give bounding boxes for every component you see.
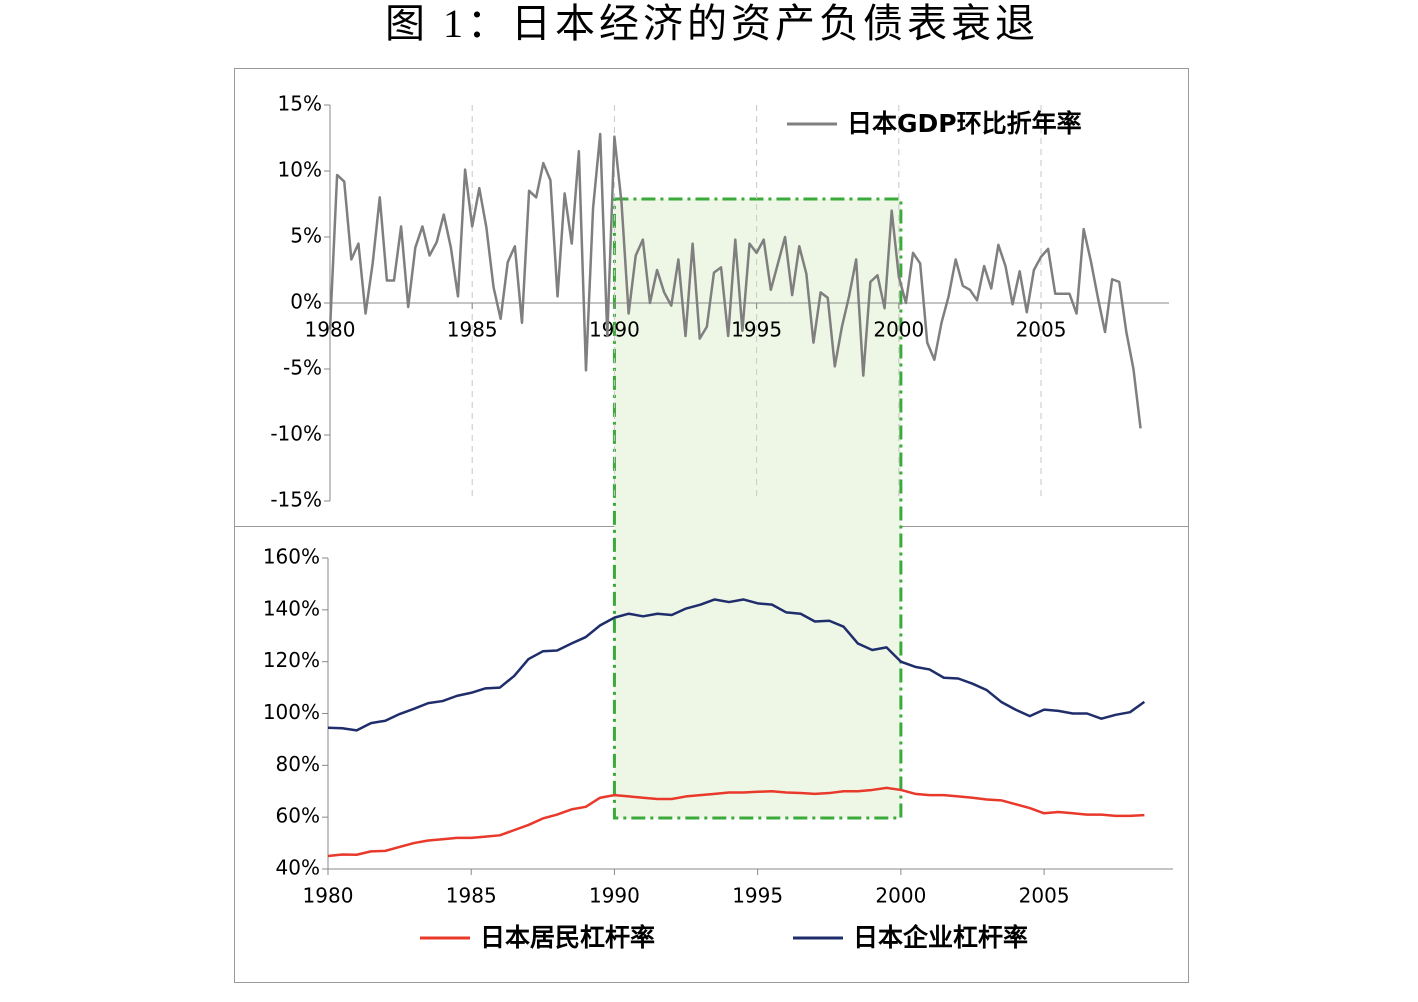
y-tick-label: -15%	[270, 488, 322, 512]
y-tick-label: 5%	[290, 224, 322, 248]
frame	[234, 68, 1189, 983]
x-tick-label: 1985	[446, 884, 497, 908]
y-tick-label: 120%	[263, 648, 320, 672]
y-tick-label: 40%	[276, 856, 320, 880]
x-tick-label: 1980	[303, 884, 354, 908]
x-tick-label: 1990	[589, 318, 640, 342]
chart-title: 图 1：日本经济的资产负债表衰退	[385, 1, 1039, 46]
background-layer	[329, 105, 1042, 820]
x-tick-label: 1990	[589, 884, 640, 908]
x-tick-label: 2005	[1016, 318, 1067, 342]
y-tick-label: -5%	[283, 356, 322, 380]
data-line	[327, 598, 1146, 732]
data-line	[327, 786, 1145, 858]
y-tick-label: -10%	[270, 422, 322, 446]
y-tick-label: 10%	[278, 158, 322, 182]
y-tick-label: 0%	[290, 290, 322, 314]
x-tick-label: 1995	[731, 318, 782, 342]
foreground-layer: -15% -10% -5% 0% 5% 10% 15% 1980 1985 1990 1995 200…	[263, 92, 1173, 952]
data-line	[328, 132, 1142, 429]
x-tick-label: 2000	[875, 884, 926, 908]
x-tick-label: 2000	[873, 318, 924, 342]
y-tick-label: 160%	[263, 545, 320, 569]
y-tick-label: 100%	[263, 700, 320, 724]
legend-label: 日本居民杠杆率	[480, 923, 655, 952]
legend-label: 日本GDP环比折年率	[847, 109, 1082, 138]
legend-label: 日本企业杠杆率	[853, 923, 1028, 952]
highlight-range	[612, 197, 903, 820]
y-tick-label: 15%	[278, 92, 322, 116]
x-tick-label: 2005	[1019, 884, 1070, 908]
y-tick-label: 60%	[276, 804, 320, 828]
x-tick-label: 1995	[732, 884, 783, 908]
x-tick-label: 1985	[447, 318, 498, 342]
y-tick-label: 140%	[263, 596, 320, 620]
y-tick-label: 80%	[276, 752, 320, 776]
